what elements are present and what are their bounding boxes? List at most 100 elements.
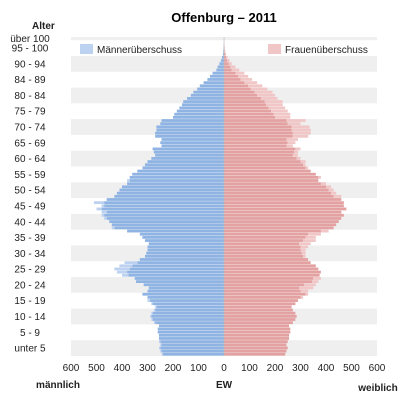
male-surplus-bar xyxy=(158,346,161,350)
female-side-label: weiblich xyxy=(357,383,397,394)
male-bar xyxy=(146,251,224,255)
male-bar xyxy=(114,194,224,198)
female-bar xyxy=(224,346,288,350)
female-surplus-bar xyxy=(287,141,296,145)
female-bar xyxy=(224,166,306,170)
female-bar xyxy=(224,340,288,344)
female-bar xyxy=(224,220,339,223)
male-bar xyxy=(150,299,224,302)
female-surplus-bar xyxy=(299,286,314,290)
male-bar xyxy=(139,258,224,261)
female-surplus-bar xyxy=(224,49,226,53)
female-bar xyxy=(224,210,342,214)
male-bar xyxy=(104,213,224,217)
female-bar xyxy=(224,333,290,337)
male-bar xyxy=(109,220,224,223)
male-bar xyxy=(161,343,224,347)
female-bar xyxy=(224,59,228,62)
female-bar xyxy=(224,289,301,293)
female-surplus-bar xyxy=(250,87,268,91)
female-bar xyxy=(224,239,304,242)
female-bar xyxy=(224,128,292,132)
male-surplus-bar xyxy=(101,213,105,217)
female-surplus-bar xyxy=(291,125,310,129)
female-bar xyxy=(224,182,321,186)
male-bar xyxy=(197,87,224,91)
male-bar xyxy=(160,346,224,350)
female-bar xyxy=(224,153,293,157)
female-surplus-bar xyxy=(328,188,334,192)
female-bar xyxy=(224,191,332,195)
male-bar xyxy=(127,229,224,233)
female-bar xyxy=(224,157,297,160)
male-bar xyxy=(142,235,224,239)
male-surplus-bar xyxy=(158,340,161,344)
male-bar xyxy=(161,144,224,148)
female-surplus-bar xyxy=(304,283,316,287)
male-bar xyxy=(134,277,224,280)
male-bar xyxy=(156,305,224,309)
female-bar xyxy=(224,81,245,85)
male-bar xyxy=(137,261,224,265)
female-bar xyxy=(224,68,232,72)
legend-label-male-surplus: Männerüberschuss xyxy=(97,45,182,56)
age-group-label: 20 - 24 xyxy=(14,280,46,291)
male-bar xyxy=(157,330,224,334)
female-bar xyxy=(224,100,265,103)
female-surplus-bar xyxy=(286,144,293,148)
male-bar xyxy=(129,267,224,271)
female-surplus-bar xyxy=(303,163,306,167)
male-bar xyxy=(155,134,224,138)
female-bar xyxy=(224,258,309,261)
male-bar xyxy=(179,106,224,110)
male-bar xyxy=(148,242,224,246)
female-surplus-bar xyxy=(308,232,321,236)
female-surplus-bar xyxy=(292,134,309,138)
legend-female-surplus: Frauenüberschuss xyxy=(268,44,368,56)
male-bar xyxy=(147,248,224,252)
x-axis-title: EW xyxy=(216,380,233,391)
male-bar xyxy=(127,182,224,186)
female-surplus-bar xyxy=(303,239,316,242)
female-surplus-bar xyxy=(225,52,227,56)
male-bar xyxy=(153,150,224,154)
male-bar xyxy=(176,109,224,113)
male-bar xyxy=(144,239,224,242)
legend-label-female-surplus: Frauenüberschuss xyxy=(285,45,368,56)
female-bar xyxy=(224,292,306,296)
male-bar xyxy=(199,84,224,88)
female-bar xyxy=(224,172,316,176)
female-surplus-bar xyxy=(292,153,298,157)
female-bar xyxy=(224,232,309,236)
female-surplus-bar xyxy=(305,166,309,170)
female-bar xyxy=(224,223,337,227)
x-tick-label: 300 xyxy=(139,363,156,374)
male-bar xyxy=(216,68,224,72)
male-surplus-bar xyxy=(153,321,156,325)
female-bar xyxy=(224,119,287,122)
male-surplus-bar xyxy=(160,343,162,347)
female-bar xyxy=(224,160,301,163)
female-bar xyxy=(224,106,269,110)
x-tick-label: 500 xyxy=(343,363,360,374)
x-tick-label: 300 xyxy=(292,363,309,374)
male-surplus-bar xyxy=(147,299,151,302)
female-surplus-bar xyxy=(300,245,309,249)
age-group-label: 10 - 14 xyxy=(14,312,46,323)
male-bar xyxy=(157,327,224,331)
female-surplus-bar xyxy=(240,78,253,81)
female-surplus-bar xyxy=(264,100,283,103)
female-bar xyxy=(224,330,291,334)
female-bar xyxy=(224,261,311,265)
female-bar xyxy=(224,55,227,59)
female-bar xyxy=(224,179,319,182)
male-bar xyxy=(220,59,224,62)
female-bar xyxy=(224,273,320,277)
female-bar xyxy=(224,141,288,145)
female-bar xyxy=(224,235,306,239)
x-tick-label: 600 xyxy=(63,363,80,374)
male-surplus-bar xyxy=(101,204,105,208)
male-bar xyxy=(158,337,224,340)
male-bar xyxy=(190,93,224,97)
male-surplus-bar xyxy=(127,179,130,182)
